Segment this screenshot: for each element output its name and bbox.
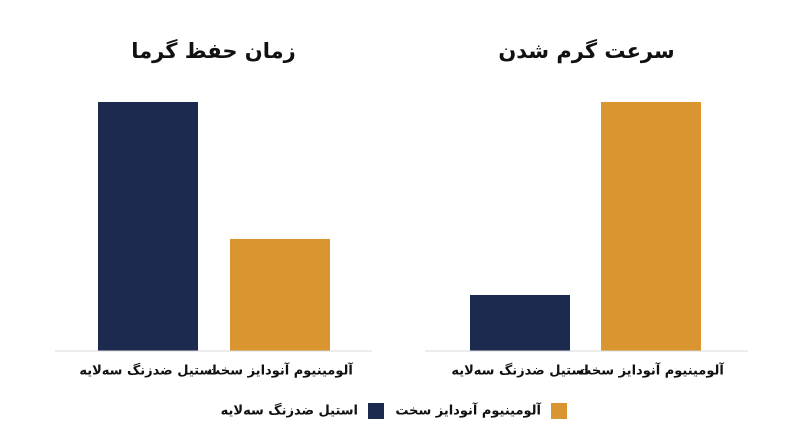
x-tick-label: آلومینیوم آنودایز سخت xyxy=(207,362,353,379)
chart-title: سرعت گرم شدن xyxy=(498,38,674,63)
legend-label: آلومینیوم آنودایز سخت xyxy=(395,402,541,419)
bar xyxy=(98,102,198,351)
bar xyxy=(230,238,330,351)
x-tick-label: استیل ضدزنگ سه‌لایه xyxy=(79,363,216,379)
chart-title: زمان حفظ گرما xyxy=(131,38,295,63)
legend-label: استیل ضدزنگ سه‌لایه xyxy=(221,403,358,419)
bar xyxy=(601,102,701,351)
bar xyxy=(470,294,570,351)
x-tick-label: استیل ضدزنگ سه‌لایه xyxy=(451,363,588,379)
legend-swatch xyxy=(368,403,384,419)
x-tick-label: آلومینیوم آنودایز سخت xyxy=(578,362,724,379)
legend-swatch xyxy=(551,403,567,419)
